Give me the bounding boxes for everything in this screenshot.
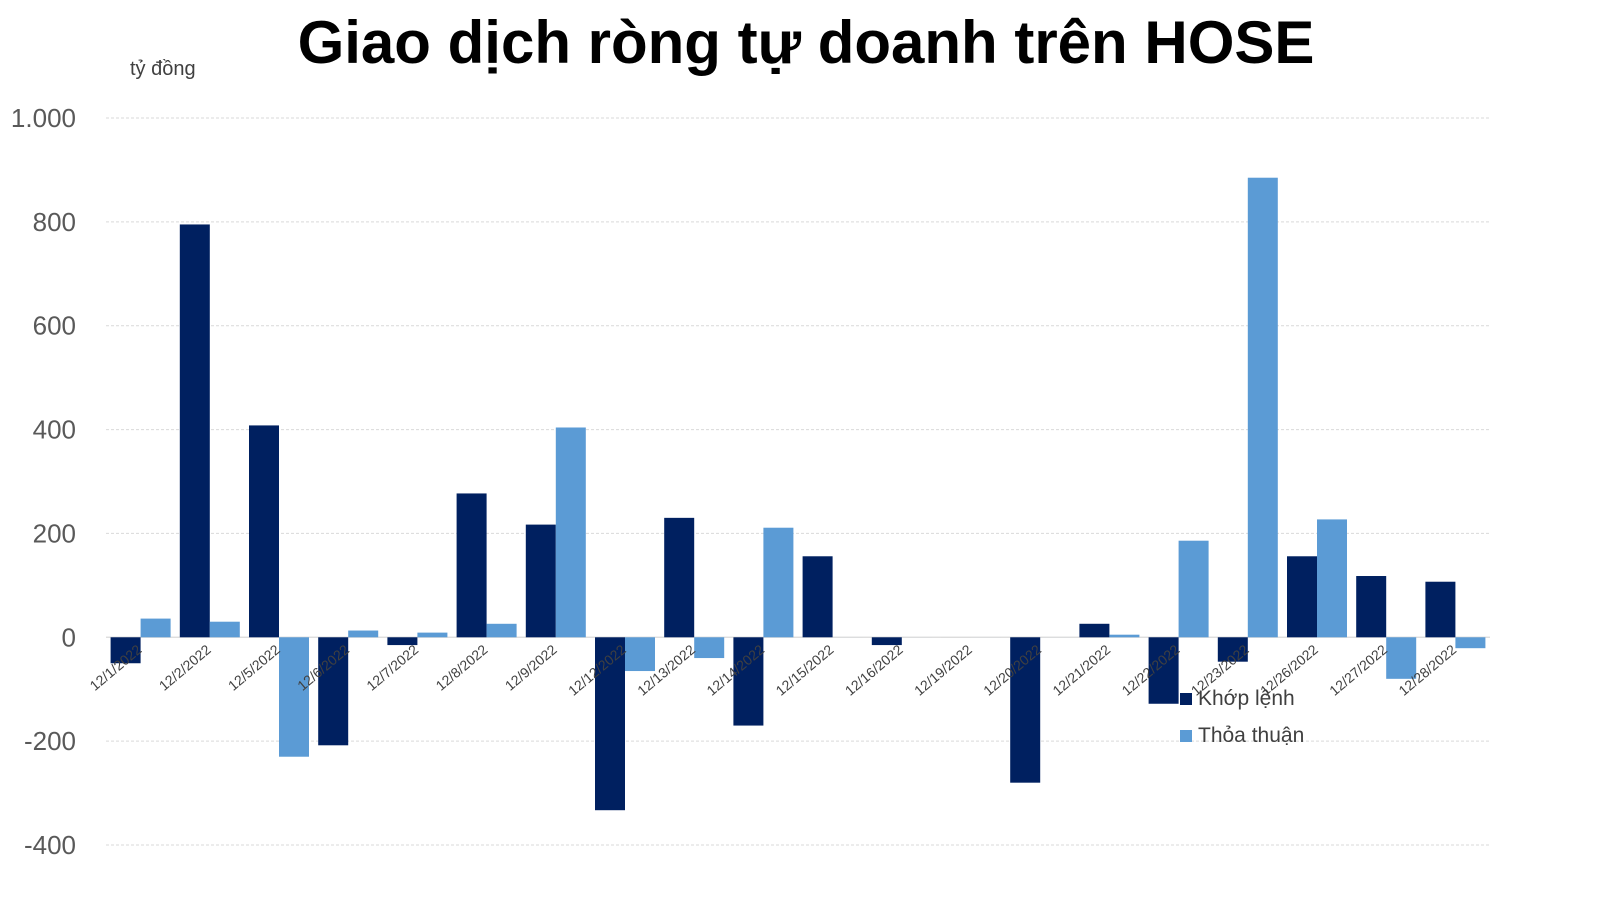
bar-thoa-thuan: [694, 637, 725, 659]
bar-khop-lenh: [664, 517, 695, 638]
bar-thoa-thuan: [1178, 540, 1209, 638]
bar-thoa-thuan: [348, 630, 379, 638]
bar-khop-lenh: [318, 637, 349, 746]
x-tick-label: 12/8/2022: [433, 641, 491, 693]
x-tick-label: 12/19/2022: [911, 641, 975, 698]
bar-khop-lenh: [802, 556, 833, 638]
x-tick-label: 12/27/2022: [1326, 641, 1390, 698]
bar-thoa-thuan: [763, 527, 794, 638]
bar-thoa-thuan: [1386, 637, 1417, 679]
legend-swatch-thoa-thuan: [1180, 730, 1192, 742]
bar-thoa-thuan: [486, 623, 517, 638]
bar-khop-lenh: [595, 637, 625, 811]
y-tick-label: -400: [24, 830, 76, 860]
bar-khop-lenh: [525, 524, 556, 638]
bar-khop-lenh: [1010, 637, 1041, 783]
bar-thoa-thuan: [1109, 634, 1140, 638]
bar-khop-lenh: [1356, 576, 1387, 638]
bar-khop-lenh: [1148, 637, 1179, 704]
bar-thoa-thuan: [279, 637, 309, 757]
bar-khop-lenh: [1425, 581, 1456, 638]
legend-swatch-khop-lenh: [1180, 693, 1192, 705]
y-tick-label: 600: [33, 311, 76, 341]
bar-thoa-thuan: [625, 637, 655, 672]
bar-khop-lenh: [733, 637, 764, 726]
bar-thoa-thuan: [555, 427, 586, 638]
bar-khop-lenh: [1217, 637, 1248, 662]
y-tick-label: 800: [33, 207, 76, 237]
bar-thoa-thuan: [140, 618, 171, 638]
bar-khop-lenh: [871, 637, 902, 646]
bar-thoa-thuan: [1317, 519, 1347, 638]
y-tick-label: 0: [62, 622, 76, 652]
legend-label-thoa-thuan: Thỏa thuận: [1198, 724, 1304, 747]
y-tick-label: 200: [33, 518, 76, 548]
bar-khop-lenh: [110, 637, 141, 664]
x-tick-label: 12/9/2022: [502, 641, 560, 693]
x-tick-label: 12/5/2022: [225, 641, 283, 693]
bar-khop-lenh: [1287, 556, 1317, 638]
bar-thoa-thuan: [1247, 177, 1278, 638]
legend-label-khop-lenh: Khớp lệnh: [1198, 687, 1295, 710]
x-tick-label: 12/16/2022: [842, 641, 906, 698]
y-tick-label: -200: [24, 726, 76, 756]
y-tick-label: 1.000: [11, 103, 76, 133]
bar-thoa-thuan: [417, 632, 448, 638]
bar-khop-lenh: [387, 637, 418, 646]
x-tick-label: 12/7/2022: [363, 641, 421, 693]
y-unit-label: tỷ đồng: [130, 58, 196, 80]
x-tick-label: 12/21/2022: [1049, 641, 1113, 698]
bar-khop-lenh: [179, 224, 210, 638]
bar-thoa-thuan: [209, 621, 240, 638]
bar-khop-lenh: [249, 425, 279, 638]
chart-title: Giao dịch ròng tự doanh trên HOSE: [297, 9, 1315, 76]
x-tick-label: 12/15/2022: [773, 641, 837, 698]
x-tick-label: 12/2/2022: [156, 641, 214, 693]
bar-khop-lenh: [1079, 623, 1110, 638]
bar-thoa-thuan: [1455, 637, 1486, 649]
bar-khop-lenh: [456, 493, 487, 638]
y-tick-label: 400: [33, 415, 76, 445]
